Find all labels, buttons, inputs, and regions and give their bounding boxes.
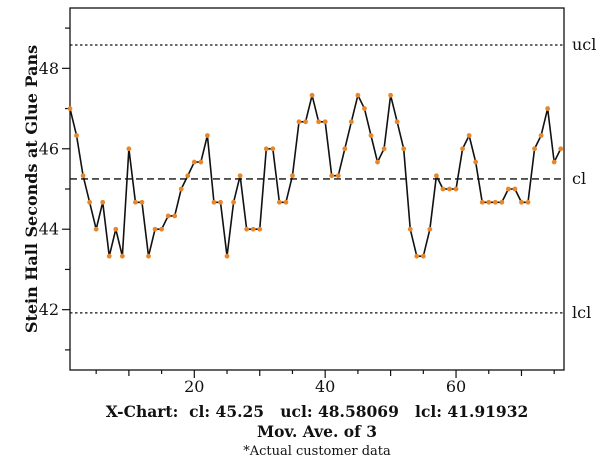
data-point	[414, 253, 420, 259]
data-point	[505, 186, 511, 192]
data-point	[440, 186, 446, 192]
data-point	[525, 199, 531, 205]
data-point	[447, 186, 452, 192]
data-point	[126, 146, 132, 152]
data-point	[237, 173, 243, 179]
data-point	[532, 146, 537, 152]
data-point	[218, 199, 223, 205]
data-point	[401, 146, 407, 152]
data-point	[453, 186, 459, 192]
data-point	[538, 133, 544, 138]
data-point	[375, 159, 380, 165]
data-point	[394, 119, 400, 125]
data-point	[172, 213, 178, 219]
data-point	[368, 133, 374, 138]
data-point	[133, 199, 138, 205]
data-point	[263, 146, 269, 152]
data-point	[355, 92, 361, 98]
data-point	[551, 159, 557, 165]
data-point	[283, 199, 289, 205]
x-tick-label: 60	[446, 377, 466, 396]
data-point	[146, 253, 151, 259]
data-point	[479, 199, 485, 205]
data-point	[290, 173, 295, 179]
data-point	[342, 146, 348, 152]
plot-frame	[69, 7, 565, 371]
data-point	[486, 199, 492, 205]
data-point	[211, 199, 217, 205]
data-point	[159, 226, 165, 232]
data-point	[178, 186, 184, 192]
y-axis-label: Stein Hall Seconds at Glue Pans	[22, 45, 41, 333]
data-point	[492, 199, 498, 205]
y-tick-label: 48	[39, 59, 59, 78]
data-point	[434, 173, 439, 179]
data-point	[362, 106, 367, 111]
data-point	[139, 199, 145, 205]
data-point	[185, 173, 191, 179]
data-point	[74, 133, 79, 138]
data-point	[466, 133, 472, 138]
data-point	[558, 146, 564, 152]
data-point	[322, 119, 328, 125]
data-point	[303, 119, 308, 125]
data-point	[499, 199, 505, 205]
data-point	[119, 253, 125, 259]
axis-labels: ucl cl lcl 42 44 46 48 20 40 60	[39, 35, 597, 396]
data-point	[257, 226, 263, 232]
data-point	[67, 106, 73, 111]
data-point	[244, 226, 250, 232]
data-point	[381, 146, 387, 152]
caption-limits: X-Chart: cl: 45.25 ucl: 48.58069 lcl: 41…	[106, 402, 529, 421]
axis-ticks	[62, 27, 555, 378]
data-point	[329, 173, 335, 179]
data-point	[316, 119, 322, 125]
data-point	[270, 146, 276, 152]
series-polyline	[69, 94, 562, 257]
series-line	[69, 94, 562, 257]
data-point	[407, 226, 413, 232]
cl-label: cl	[572, 169, 586, 188]
data-point	[93, 226, 99, 232]
data-point	[198, 159, 204, 165]
data-point	[519, 199, 524, 205]
y-tick-label: 46	[39, 139, 59, 158]
x-tick-label: 40	[315, 377, 335, 396]
limit-lines	[70, 44, 564, 314]
data-point	[87, 199, 93, 205]
y-tick-label: 42	[39, 300, 59, 319]
caption-footnote: *Actual customer data	[243, 444, 391, 459]
data-point	[296, 119, 302, 125]
data-point	[165, 213, 171, 219]
data-point	[420, 253, 426, 259]
y-tick-label: 44	[39, 220, 59, 239]
data-point	[80, 173, 86, 179]
data-point	[348, 119, 354, 125]
x-tick-label: 20	[184, 377, 204, 396]
data-point	[113, 226, 119, 232]
data-point	[473, 159, 479, 165]
data-point	[152, 226, 158, 232]
data-point	[512, 186, 518, 192]
data-point	[388, 92, 394, 98]
data-point	[427, 226, 433, 232]
data-point	[231, 199, 236, 205]
lcl-label: lcl	[572, 303, 591, 322]
data-point	[224, 253, 230, 259]
data-point	[545, 106, 551, 111]
data-point	[106, 253, 112, 259]
data-point	[276, 199, 282, 205]
data-point	[250, 226, 256, 232]
data-point	[205, 133, 210, 138]
ucl-label: ucl	[572, 35, 596, 54]
data-point	[100, 199, 106, 205]
data-point	[309, 92, 315, 98]
data-point	[191, 159, 197, 165]
series-points	[67, 92, 564, 259]
caption-moving-average: Mov. Ave. of 3	[257, 422, 377, 441]
data-point	[335, 173, 341, 179]
data-point	[460, 146, 465, 152]
